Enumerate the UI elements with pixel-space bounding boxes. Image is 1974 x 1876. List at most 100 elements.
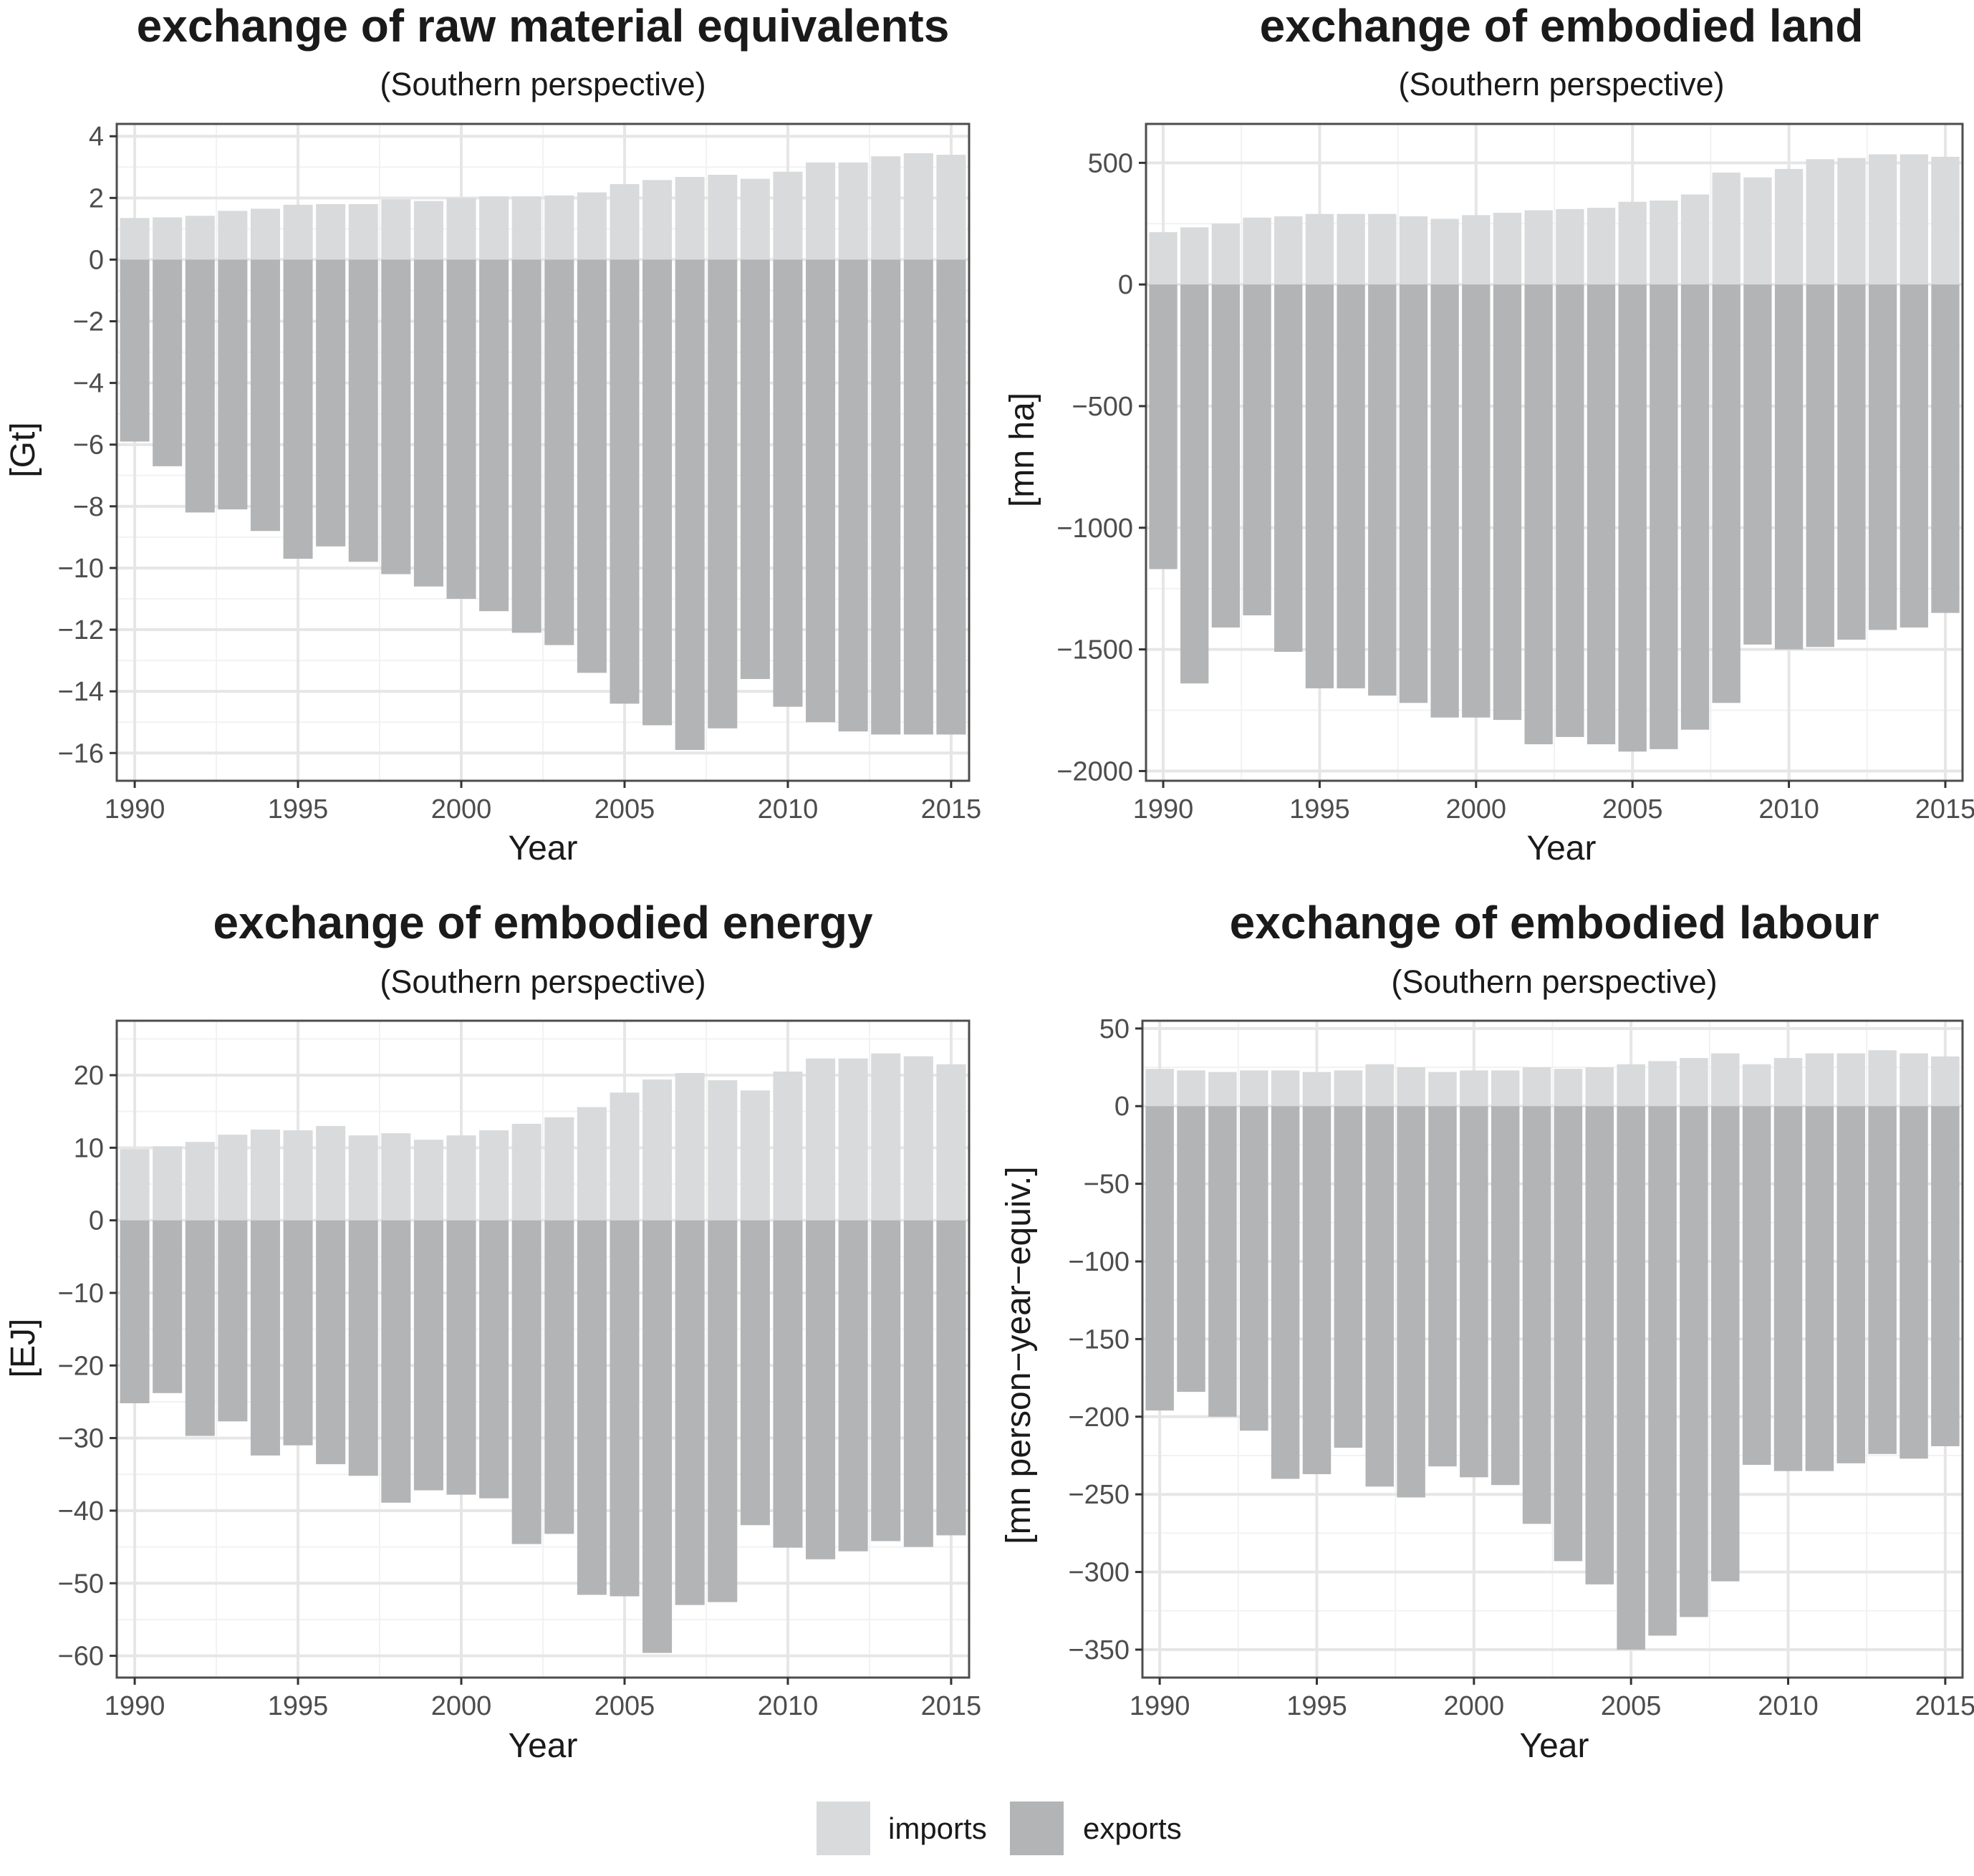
bar-exports-2009 [1742, 1106, 1771, 1466]
bar-exports-1995 [283, 259, 313, 559]
y-tick-label: 2 [89, 183, 104, 213]
bar-exports-1990 [1145, 1106, 1174, 1411]
bar-imports-1998 [1399, 216, 1428, 285]
bar-exports-2004 [577, 1220, 607, 1595]
bar-imports-2012 [1837, 158, 1866, 285]
y-tick-label: −1000 [1056, 514, 1133, 544]
bar-imports-2004 [1587, 208, 1616, 285]
bar-exports-1993 [1239, 1106, 1268, 1431]
chart-title: exchange of embodied energy [213, 897, 873, 948]
bar-imports-2007 [675, 1072, 705, 1221]
x-tick-label: 1990 [1130, 1691, 1190, 1721]
bar-imports-2008 [1712, 172, 1741, 285]
bar-exports-1994 [1274, 284, 1303, 652]
bar-exports-1998 [381, 1220, 411, 1503]
bar-imports-1999 [413, 1140, 443, 1221]
bar-imports-2005 [610, 1092, 640, 1221]
y-tick-label: −150 [1068, 1324, 1130, 1355]
bar-imports-1992 [1208, 1072, 1237, 1107]
bar-imports-2005 [1618, 201, 1647, 285]
bar-imports-2006 [1648, 1061, 1677, 1107]
bar-imports-1996 [1334, 1070, 1363, 1107]
bar-imports-2010 [773, 1071, 803, 1221]
y-tick-label: −2000 [1056, 756, 1133, 787]
bar-exports-1991 [1177, 1106, 1205, 1392]
bar-imports-2008 [708, 175, 738, 260]
bar-exports-2014 [903, 259, 933, 735]
bar-exports-2007 [675, 259, 705, 750]
legend: imports exports [817, 1802, 1182, 1855]
bar-exports-2004 [1587, 284, 1616, 745]
bar-exports-2000 [446, 1220, 476, 1495]
bar-imports-2011 [806, 162, 836, 260]
x-tick-label: 1990 [105, 1691, 165, 1721]
bar-imports-1995 [1302, 1072, 1332, 1107]
plot-border [1141, 1019, 1964, 1679]
bar-exports-2001 [1493, 284, 1522, 721]
bar-imports-2012 [838, 162, 868, 260]
y-tick-label: −10 [58, 1279, 104, 1309]
bar-imports-2000 [1462, 215, 1491, 285]
bar-exports-1998 [1397, 1106, 1425, 1498]
bar-exports-1992 [1208, 1106, 1237, 1417]
bar-exports-2015 [1931, 284, 1960, 613]
bar-imports-1997 [1368, 213, 1397, 285]
bar-exports-2006 [642, 1220, 673, 1653]
bar-imports-2000 [446, 1135, 476, 1221]
bar-exports-2014 [1900, 284, 1928, 628]
bar-imports-1996 [316, 1125, 346, 1221]
bar-exports-2006 [1650, 284, 1678, 749]
bar-imports-2000 [446, 198, 476, 260]
y-tick-label: −350 [1068, 1635, 1130, 1665]
bar-exports-2000 [1460, 1106, 1488, 1478]
bar-exports-1996 [1334, 1106, 1363, 1448]
x-axis-title: Year [1527, 829, 1597, 867]
chart-subtitle: (Southern perspective) [380, 66, 706, 102]
y-tick-label: 0 [1118, 270, 1133, 300]
y-tick-label: 0 [89, 245, 104, 275]
bar-imports-1995 [283, 204, 313, 260]
bar-imports-2013 [1868, 154, 1897, 285]
x-tick-label: 2005 [594, 794, 655, 824]
bar-exports-2002 [1524, 284, 1553, 745]
x-tick-label: 2010 [758, 1691, 819, 1721]
y-tick-label: −6 [73, 430, 104, 461]
x-tick-label: 2000 [1446, 794, 1507, 824]
bar-imports-1998 [381, 199, 411, 260]
bar-exports-1995 [1305, 284, 1334, 688]
bar-imports-1994 [1271, 1070, 1300, 1107]
bar-exports-1993 [218, 259, 248, 510]
bar-exports-2005 [1618, 284, 1647, 752]
y-tick-label: −100 [1068, 1247, 1130, 1277]
y-tick-label: 0 [89, 1206, 104, 1236]
x-tick-label: 1995 [1289, 794, 1350, 824]
legend-key-imports [817, 1802, 870, 1855]
x-tick-label: 2010 [1758, 794, 1819, 824]
bar-exports-2013 [1868, 284, 1897, 630]
bar-imports-2012 [1836, 1053, 1866, 1107]
x-tick-label: 1995 [268, 1691, 329, 1721]
y-axis-title: [mn ha] [1003, 393, 1041, 507]
bar-exports-2009 [1743, 284, 1772, 645]
bar-imports-1991 [1180, 227, 1209, 285]
bar-exports-2004 [1585, 1106, 1614, 1584]
bar-imports-1990 [120, 1149, 150, 1221]
chart-panel-energy: exchange of embodied energy (Southern pe… [4, 897, 981, 1765]
bar-imports-1995 [283, 1130, 313, 1221]
y-tick-label: −10 [58, 554, 104, 584]
bar-imports-2005 [1617, 1064, 1645, 1107]
x-tick-label: 2015 [921, 794, 982, 824]
bar-exports-2003 [1554, 1106, 1583, 1562]
bar-exports-1997 [348, 1220, 378, 1476]
bar-exports-2006 [1648, 1106, 1677, 1636]
bar-imports-1991 [1177, 1070, 1205, 1107]
legend-key-exports [1010, 1802, 1064, 1855]
bar-exports-1992 [185, 1220, 215, 1436]
x-tick-label: 2015 [1915, 1691, 1974, 1721]
bar-exports-2010 [1774, 284, 1804, 650]
bar-imports-2009 [1743, 177, 1772, 285]
bar-imports-2011 [1806, 159, 1834, 285]
bar-imports-2002 [1524, 210, 1553, 285]
